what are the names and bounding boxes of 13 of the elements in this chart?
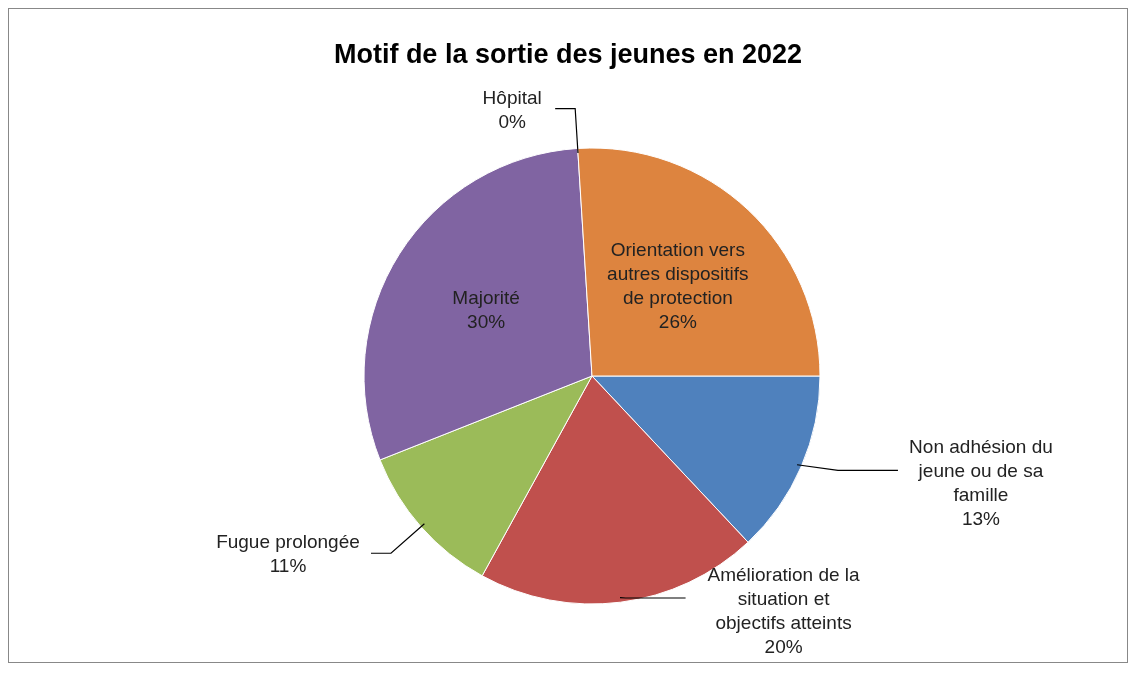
slice-label: Fugue prolongée [216, 530, 360, 552]
data-label: 11% [269, 554, 307, 576]
slice-label: Majorité [452, 286, 520, 308]
slice-label: Amélioration de la situation et objectifs atteints [707, 563, 861, 633]
data-label: 13% [961, 507, 1001, 529]
data-label: 20% [764, 635, 803, 657]
data-label: 30% [467, 310, 506, 332]
text: 0% [498, 110, 526, 132]
data-label: 26% [658, 310, 697, 332]
slice-label: Non adhésion du jeune ou de sa famille [909, 435, 1053, 505]
category-label: Hôpital [482, 86, 542, 108]
slice-label: Orientation vers autres dispositifs de protection [607, 238, 749, 308]
chart-title: Motif de la sortie des jeunes en 2022 [332, 39, 804, 71]
